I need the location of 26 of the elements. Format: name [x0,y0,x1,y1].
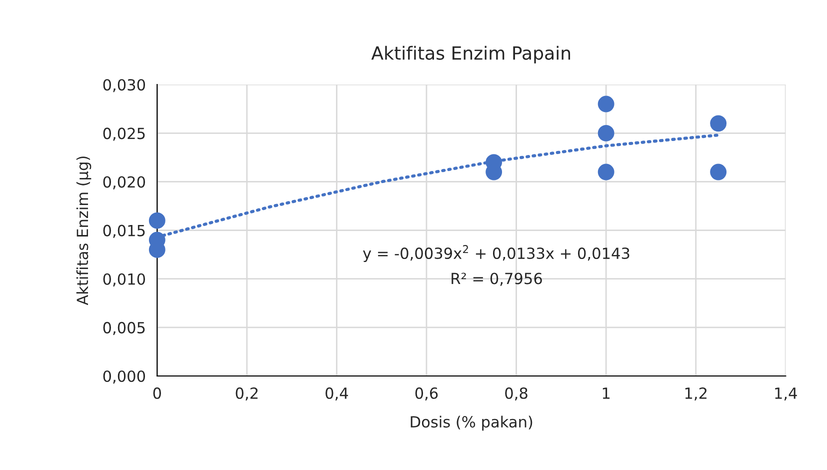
point [598,124,614,142]
point [148,212,166,229]
y-axis-title: Aktifitas Enzim (µg) [76,156,92,306]
chart-title: Aktifitas Enzim Papain [371,46,570,64]
point [710,115,727,132]
x-tick-label: 0,4 [326,387,348,400]
x-tick-label: 1,4 [775,388,797,400]
x-axis-title: Dosis (% pakan) [410,416,532,431]
y-tick-label: 0,015 [103,224,145,238]
annotation: y = -0,0039x$^{2}$ + 0,0133x + 0,0143 [363,245,630,262]
point [710,164,727,180]
x-tick-label: 1,2 [685,387,706,400]
y-tick-label: 0,010 [103,273,146,286]
x-tick-label: 0 [153,387,161,399]
x-tick-label: 1 [602,388,610,399]
y-tick-label: 0,000 [103,370,146,384]
y-tick-label: 0,030 [103,79,146,92]
x-tick-label: 0,2 [236,387,258,400]
y-tick-label: 0,005 [103,322,145,336]
point [598,164,614,180]
x-tick-label: 0,8 [505,387,528,400]
annotation: R² = 0,7956 [452,272,542,286]
point [598,96,614,112]
x-tick-label: 0,6 [415,387,438,400]
y-tick-label: 0,025 [103,128,145,141]
y-tick-label: 0,020 [103,176,146,190]
